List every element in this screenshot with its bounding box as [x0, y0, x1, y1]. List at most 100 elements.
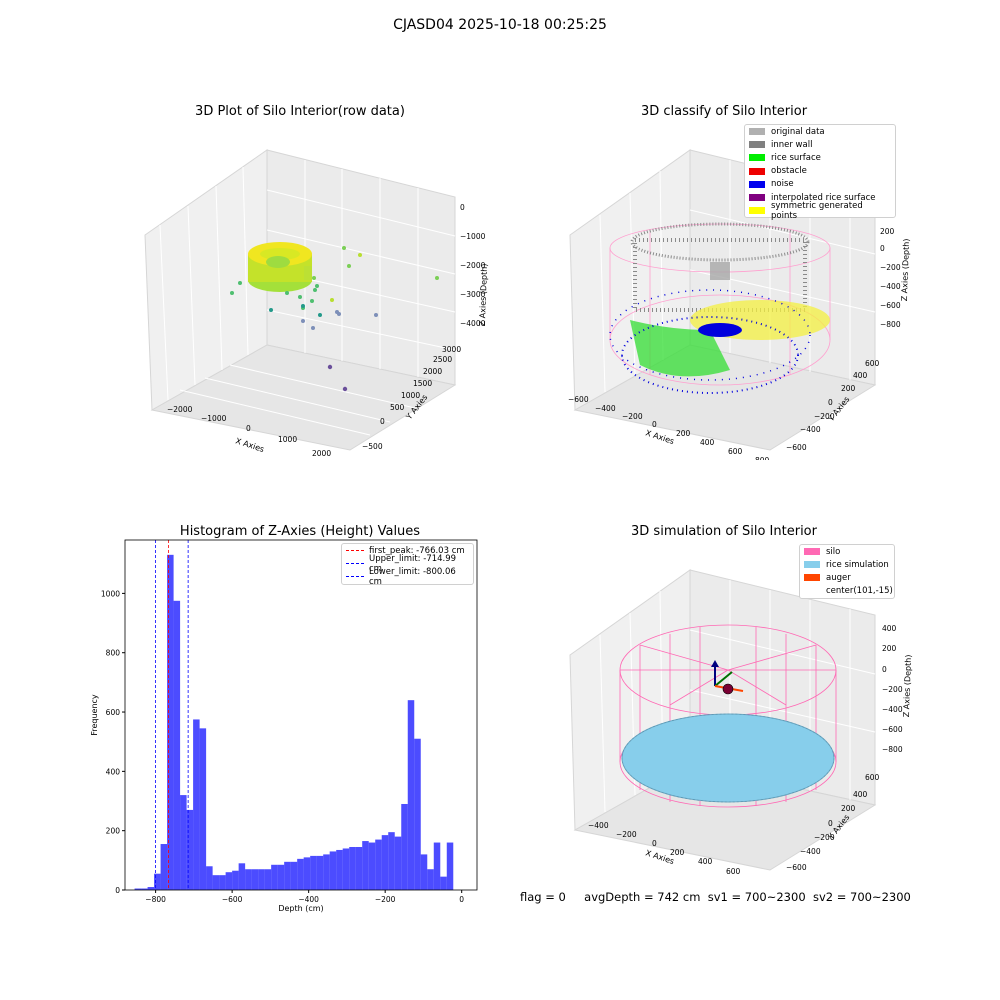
svg-text:200: 200 — [841, 804, 856, 813]
histogram-x-label: Depth (cm) — [278, 904, 323, 913]
legend-entry: rice simulation — [800, 558, 894, 571]
histogram-bar — [342, 848, 350, 890]
histogram-bar — [238, 863, 246, 890]
y-tick-label: 600 — [106, 708, 121, 717]
x-tick-label: −200 — [375, 895, 396, 904]
classify-plot-title: 3D classify of Silo Interior — [640, 104, 808, 119]
svg-text:−2000: −2000 — [460, 261, 486, 270]
legend-entry: auger — [800, 571, 894, 584]
sv2-text: sv2 = 700~2300 — [812, 890, 911, 904]
legend-entry: rice surface — [745, 151, 895, 164]
histogram-bar — [446, 842, 454, 890]
svg-text:600: 600 — [728, 447, 743, 456]
svg-text:600: 600 — [865, 359, 880, 368]
svg-text:−600: −600 — [882, 725, 903, 734]
histogram-bar — [407, 700, 415, 890]
svg-text:0: 0 — [652, 420, 657, 429]
svg-text:−400: −400 — [800, 425, 821, 434]
svg-text:200: 200 — [880, 227, 895, 236]
simulation-3d-plot: 400 200 0 −200 −400 −600 −800 Z Axies (D… — [569, 569, 913, 876]
svg-text:800: 800 — [755, 456, 770, 460]
legend-entry: silo — [800, 545, 894, 558]
svg-text:2000: 2000 — [423, 367, 442, 376]
x-tick-label: 0 — [459, 895, 464, 904]
svg-text:500: 500 — [390, 403, 405, 412]
svg-text:−200: −200 — [622, 412, 643, 421]
svg-text:−400: −400 — [588, 821, 609, 830]
histogram-bar — [420, 854, 428, 890]
histogram-bar — [180, 795, 187, 890]
svg-text:1000: 1000 — [401, 391, 420, 400]
legend-entry: symmetric generated points — [745, 201, 895, 221]
svg-text:600: 600 — [726, 867, 741, 876]
svg-text:400: 400 — [853, 790, 868, 799]
histogram-bar — [310, 855, 317, 890]
svg-text:−800: −800 — [880, 320, 901, 329]
histogram-bar — [245, 869, 252, 890]
svg-text:3000: 3000 — [442, 345, 461, 354]
svg-text:−200: −200 — [882, 685, 903, 694]
svg-text:600: 600 — [865, 773, 880, 782]
raw-z-label: Z Axies (Depth) — [478, 263, 489, 326]
histogram-bar — [160, 844, 168, 890]
svg-text:0: 0 — [828, 819, 833, 828]
svg-text:400: 400 — [700, 438, 715, 447]
simulation-legend: silo rice simulation auger center(101,-1… — [799, 544, 895, 599]
raw-y-ticks: −500 0 500 1000 1500 2000 2500 3000 — [362, 345, 461, 451]
raw-z-ticks: 0 −1000 −2000 −3000 −4000 — [460, 203, 486, 328]
histogram-title: Histogram of Z-Axies (Height) Values — [179, 524, 421, 539]
svg-text:200: 200 — [670, 848, 685, 857]
svg-text:0: 0 — [880, 244, 885, 253]
histogram-bar — [329, 851, 337, 890]
histogram-bar — [193, 719, 200, 890]
svg-text:−600: −600 — [786, 863, 807, 872]
svg-text:−600: −600 — [880, 301, 901, 310]
histogram-bar — [271, 864, 278, 890]
histogram-bar — [297, 858, 304, 890]
svg-text:−1000: −1000 — [460, 232, 486, 241]
plot-frame — [124, 539, 478, 891]
histogram-bar — [199, 728, 207, 890]
raw-point-cloud — [230, 242, 439, 392]
histogram-bar — [381, 835, 389, 890]
histogram-bar — [316, 855, 324, 890]
histogram-bar — [394, 836, 402, 890]
simulation-z-ticks: 400 200 0 −200 −400 −600 −800 — [882, 624, 903, 754]
center-axes-marker — [711, 660, 744, 695]
svg-text:0: 0 — [460, 203, 465, 212]
simulation-z-label: Z Axies (Depth) — [902, 654, 913, 717]
svg-text:2000: 2000 — [312, 449, 331, 458]
svg-text:−500: −500 — [362, 442, 383, 451]
svg-text:400: 400 — [882, 624, 897, 633]
legend-entry: original data — [745, 125, 895, 138]
simulation-plot-title: 3D simulation of Silo Interior — [631, 524, 817, 539]
svg-text:200: 200 — [676, 429, 691, 438]
x-tick-label: −400 — [298, 895, 319, 904]
histogram-bar — [355, 846, 363, 890]
histogram-bar — [336, 849, 343, 890]
histogram-bar — [433, 842, 441, 890]
svg-text:−1000: −1000 — [201, 414, 227, 423]
y-tick-label: 0 — [115, 886, 120, 895]
y-tick-label: 400 — [106, 767, 121, 776]
legend-entry: noise — [745, 178, 895, 191]
raw-x-ticks: −2000 −1000 0 1000 2000 — [167, 405, 331, 458]
histogram-bar — [251, 869, 259, 890]
histogram-y-ticks: 0 200 400 600 800 1000 — [101, 589, 125, 895]
classify-y-ticks: −600 −400 −200 0 200 400 600 — [786, 359, 880, 452]
classify-x-ticks: −600 −400 −200 0 200 400 600 800 — [568, 395, 770, 460]
histogram-bar — [232, 870, 239, 890]
histogram-bars — [134, 554, 454, 890]
histogram-bar — [206, 866, 213, 890]
raw-3d-plot: 0 −1000 −2000 −3000 −4000 Z Axies (Depth… — [144, 149, 489, 458]
svg-text:−600: −600 — [568, 395, 589, 404]
histogram-bar — [290, 861, 298, 890]
classify-3d-plot: 200 0 −200 −400 −600 −800 Z Axies (Depth… — [568, 149, 911, 460]
raw-plot-title: 3D Plot of Silo Interior(row data) — [195, 104, 405, 119]
histogram-bar — [173, 600, 181, 890]
histogram-bar — [141, 888, 148, 890]
histogram-bar — [323, 854, 330, 890]
classify-z-label: Z Axies (Depth) — [900, 238, 911, 301]
histogram-y-label: Frequency — [90, 694, 99, 736]
svg-text:−4000: −4000 — [460, 319, 486, 328]
